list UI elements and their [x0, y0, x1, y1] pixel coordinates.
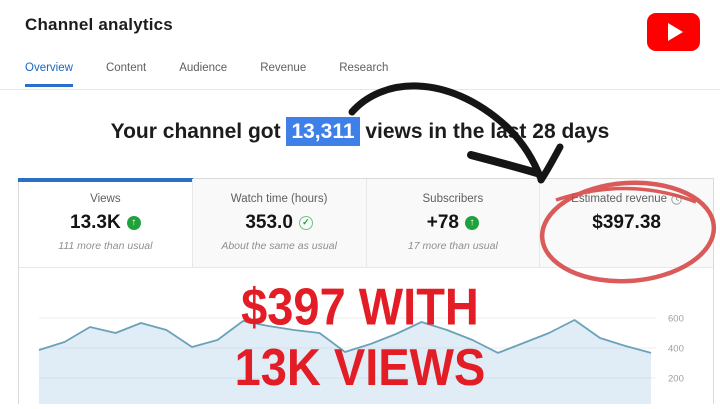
tab-content[interactable]: Content — [105, 62, 147, 74]
metric-note: About the same as usual — [221, 240, 337, 252]
headline: Your channel got 13,311 views in the las… — [0, 117, 720, 146]
trend-up-icon: ↑ — [464, 216, 479, 230]
metric-value: $397.38 — [540, 212, 713, 234]
metric-cell-watch-time[interactable]: Watch time (hours) 353.0 ✓ About the sam… — [191, 179, 366, 267]
header-divider — [0, 89, 720, 90]
check-circle-icon: ✓ — [298, 216, 313, 230]
metric-row: Views 13.3K ↑ 111 more than usual Watch … — [18, 178, 713, 268]
metric-value-text: $397.38 — [592, 212, 661, 233]
trend-up-icon: ↑ — [126, 216, 141, 230]
headline-suffix: views in the last 28 days — [359, 120, 610, 143]
svg-text:200: 200 — [668, 374, 684, 385]
metric-label: Watch time (hours) — [230, 193, 328, 205]
play-icon — [667, 23, 683, 41]
headline-prefix: Your channel got — [110, 120, 287, 143]
metric-value: 353.0 ✓ — [193, 212, 366, 234]
metric-cell-estimated-revenue[interactable]: Estimated revenue $397.38 — [539, 179, 713, 267]
metric-note: 111 more than usual — [58, 240, 153, 252]
clock-icon — [671, 193, 682, 205]
tab-revenue[interactable]: Revenue — [260, 62, 307, 74]
metric-value-text: +78 — [426, 212, 459, 233]
metric-cell-subscribers[interactable]: Subscribers +78 ↑ 17 more than usual — [365, 179, 540, 267]
key-metrics-card: Views 13.3K ↑ 111 more than usual Watch … — [18, 178, 714, 404]
metric-label: Views — [90, 193, 121, 205]
tab-research[interactable]: Research — [339, 62, 389, 74]
selected-metric-bar — [18, 178, 193, 182]
metric-label: Estimated revenue — [571, 193, 682, 205]
headline-views-highlight: 13,311 — [286, 117, 360, 146]
header: Channel analytics Overview Content Audie… — [0, 0, 720, 90]
tab-audience[interactable]: Audience — [179, 62, 228, 74]
svg-text:600: 600 — [668, 314, 684, 325]
svg-text:400: 400 — [668, 344, 684, 355]
metric-value: 13.3K ↑ — [19, 212, 192, 234]
metric-value: +78 ↑ — [367, 212, 540, 234]
metric-note: 17 more than usual — [407, 240, 498, 252]
analytics-tabbar: Overview Content Audience Revenue Resear… — [25, 62, 388, 87]
tab-overview[interactable]: Overview — [25, 62, 73, 87]
chart-plot: 600 400 200 — [38, 314, 684, 404]
metric-value-text: 353.0 — [245, 212, 293, 233]
youtube-logo — [647, 13, 700, 51]
metric-cell-views[interactable]: Views 13.3K ↑ 111 more than usual — [18, 178, 193, 267]
views-line-chart[interactable]: 600 400 200 — [19, 268, 713, 404]
metric-label: Subscribers — [422, 193, 484, 205]
page-title: Channel analytics — [25, 15, 173, 34]
metric-value-text: 13.3K — [70, 212, 121, 233]
metric-label-text: Estimated revenue — [571, 193, 668, 205]
